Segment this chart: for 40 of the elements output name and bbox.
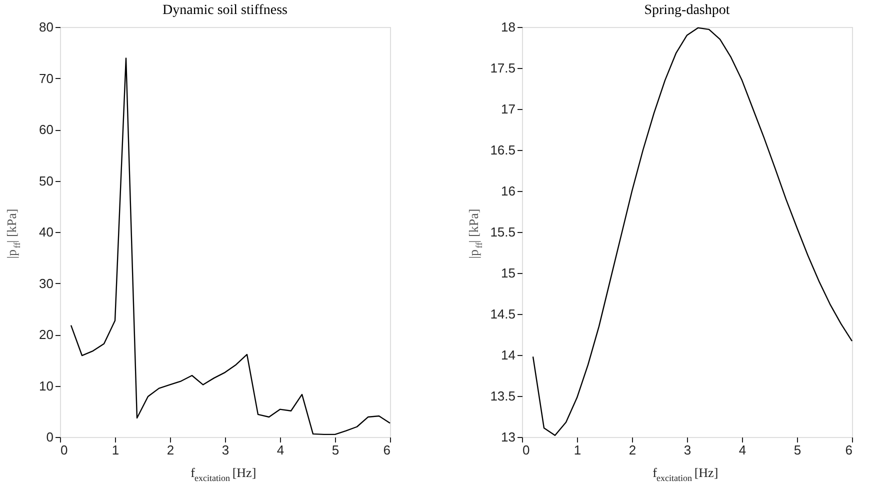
y-tick-label: 13: [501, 430, 516, 444]
y-tick-label: 60: [39, 122, 54, 137]
y-tick-label: 70: [39, 70, 54, 86]
y-tick-label: 16: [501, 184, 516, 198]
y-tick-label: 14: [501, 348, 516, 362]
y-tick-label: 10: [39, 378, 54, 394]
y-axis-title: |pff| [kPa]: [466, 208, 484, 259]
y-tick-label: 15.5: [490, 224, 516, 240]
x-tick-label: 1: [574, 442, 582, 458]
y-tick-label: 16.5: [490, 142, 516, 158]
x-tick-label: 5: [332, 442, 340, 458]
x-tick-label: 0: [60, 442, 68, 458]
x-tick-label: 3: [222, 442, 230, 458]
x-tick-label: 2: [166, 442, 174, 458]
x-tick-label: 1: [112, 442, 120, 458]
y-tick-label: 15: [501, 266, 516, 280]
line-series: [532, 27, 853, 436]
x-tick-label: 0: [522, 442, 530, 458]
x-tick-label: 3: [684, 442, 692, 458]
y-tick-label: 30: [39, 276, 54, 291]
y-tick-label: 20: [39, 327, 54, 342]
y-tick-label: 80: [39, 20, 54, 34]
y-tick-label: 18: [501, 20, 516, 34]
x-tick-label: 6: [845, 442, 852, 458]
y-tick-label: 17.5: [490, 60, 516, 76]
y-tick-label: 14.5: [490, 306, 516, 322]
x-tick-label: 4: [738, 442, 746, 458]
y-tick-label: 40: [39, 224, 54, 240]
x-tick-label: 2: [628, 442, 636, 458]
chart-title: Spring-dashpot: [644, 3, 730, 18]
chart-title: Dynamic soil stiffness: [162, 3, 288, 18]
y-tick-label: 0: [46, 430, 54, 444]
x-tick-label: 4: [276, 442, 284, 458]
y-tick-label: 17: [501, 102, 516, 116]
y-tick-label: 50: [39, 173, 54, 188]
x-tick-label: 6: [383, 442, 390, 458]
line-series: [70, 58, 391, 436]
y-axis-title: |pff| [kPa]: [4, 208, 22, 259]
y-tick-label: 13.5: [490, 388, 516, 404]
x-tick-label: 5: [794, 442, 802, 458]
